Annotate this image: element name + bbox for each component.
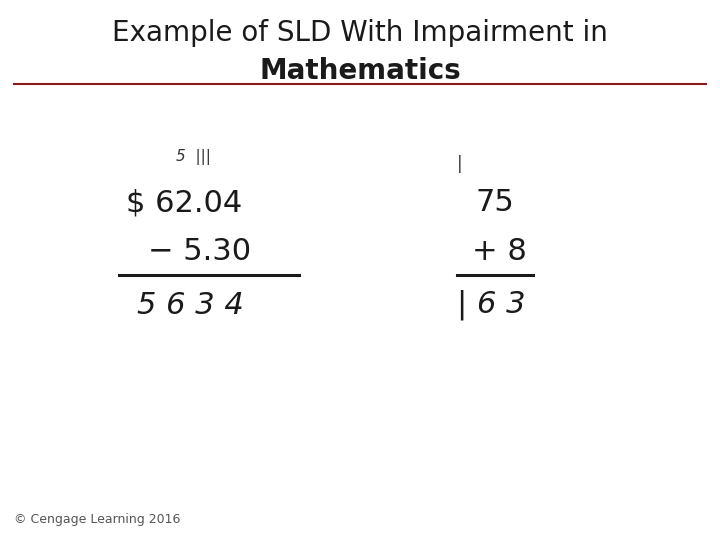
Text: © Cengage Learning 2016: © Cengage Learning 2016 [14,514,181,526]
Text: Example of SLD With Impairment in: Example of SLD With Impairment in [112,19,608,47]
Text: − 5.30: − 5.30 [148,237,251,266]
Text: | 6 3: | 6 3 [457,290,526,320]
Text: |: | [457,155,463,173]
Text: 5 6 3 4: 5 6 3 4 [137,291,243,320]
Text: $ 62.04: $ 62.04 [126,188,242,217]
Text: 5  |||: 5 ||| [176,148,211,165]
Text: + 8: + 8 [472,237,526,266]
Text: 75: 75 [475,188,514,217]
Text: Mathematics: Mathematics [259,57,461,85]
